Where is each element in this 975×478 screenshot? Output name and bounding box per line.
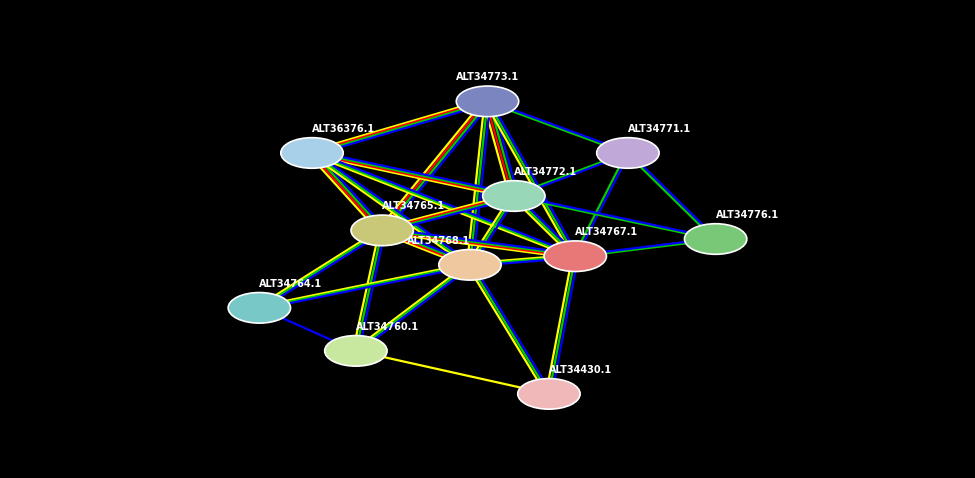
Text: ALT34760.1: ALT34760.1	[356, 322, 419, 332]
Circle shape	[439, 250, 501, 280]
Text: ALT34767.1: ALT34767.1	[575, 227, 639, 237]
Circle shape	[518, 379, 580, 409]
Text: ALT36376.1: ALT36376.1	[312, 124, 375, 134]
Circle shape	[325, 336, 387, 366]
Text: ALT34764.1: ALT34764.1	[259, 279, 323, 289]
Circle shape	[597, 138, 659, 168]
Circle shape	[281, 138, 343, 168]
Text: ALT34772.1: ALT34772.1	[514, 167, 577, 177]
Circle shape	[351, 215, 413, 246]
Text: ALT34773.1: ALT34773.1	[456, 72, 519, 82]
Text: ALT34776.1: ALT34776.1	[716, 210, 779, 220]
Text: ALT34771.1: ALT34771.1	[628, 124, 691, 134]
Circle shape	[483, 181, 545, 211]
Circle shape	[456, 86, 519, 117]
Circle shape	[684, 224, 747, 254]
Text: ALT34765.1: ALT34765.1	[382, 201, 446, 211]
Text: ALT34768.1: ALT34768.1	[407, 236, 470, 246]
Circle shape	[228, 293, 291, 323]
Text: ALT34430.1: ALT34430.1	[549, 365, 612, 375]
Circle shape	[544, 241, 606, 272]
